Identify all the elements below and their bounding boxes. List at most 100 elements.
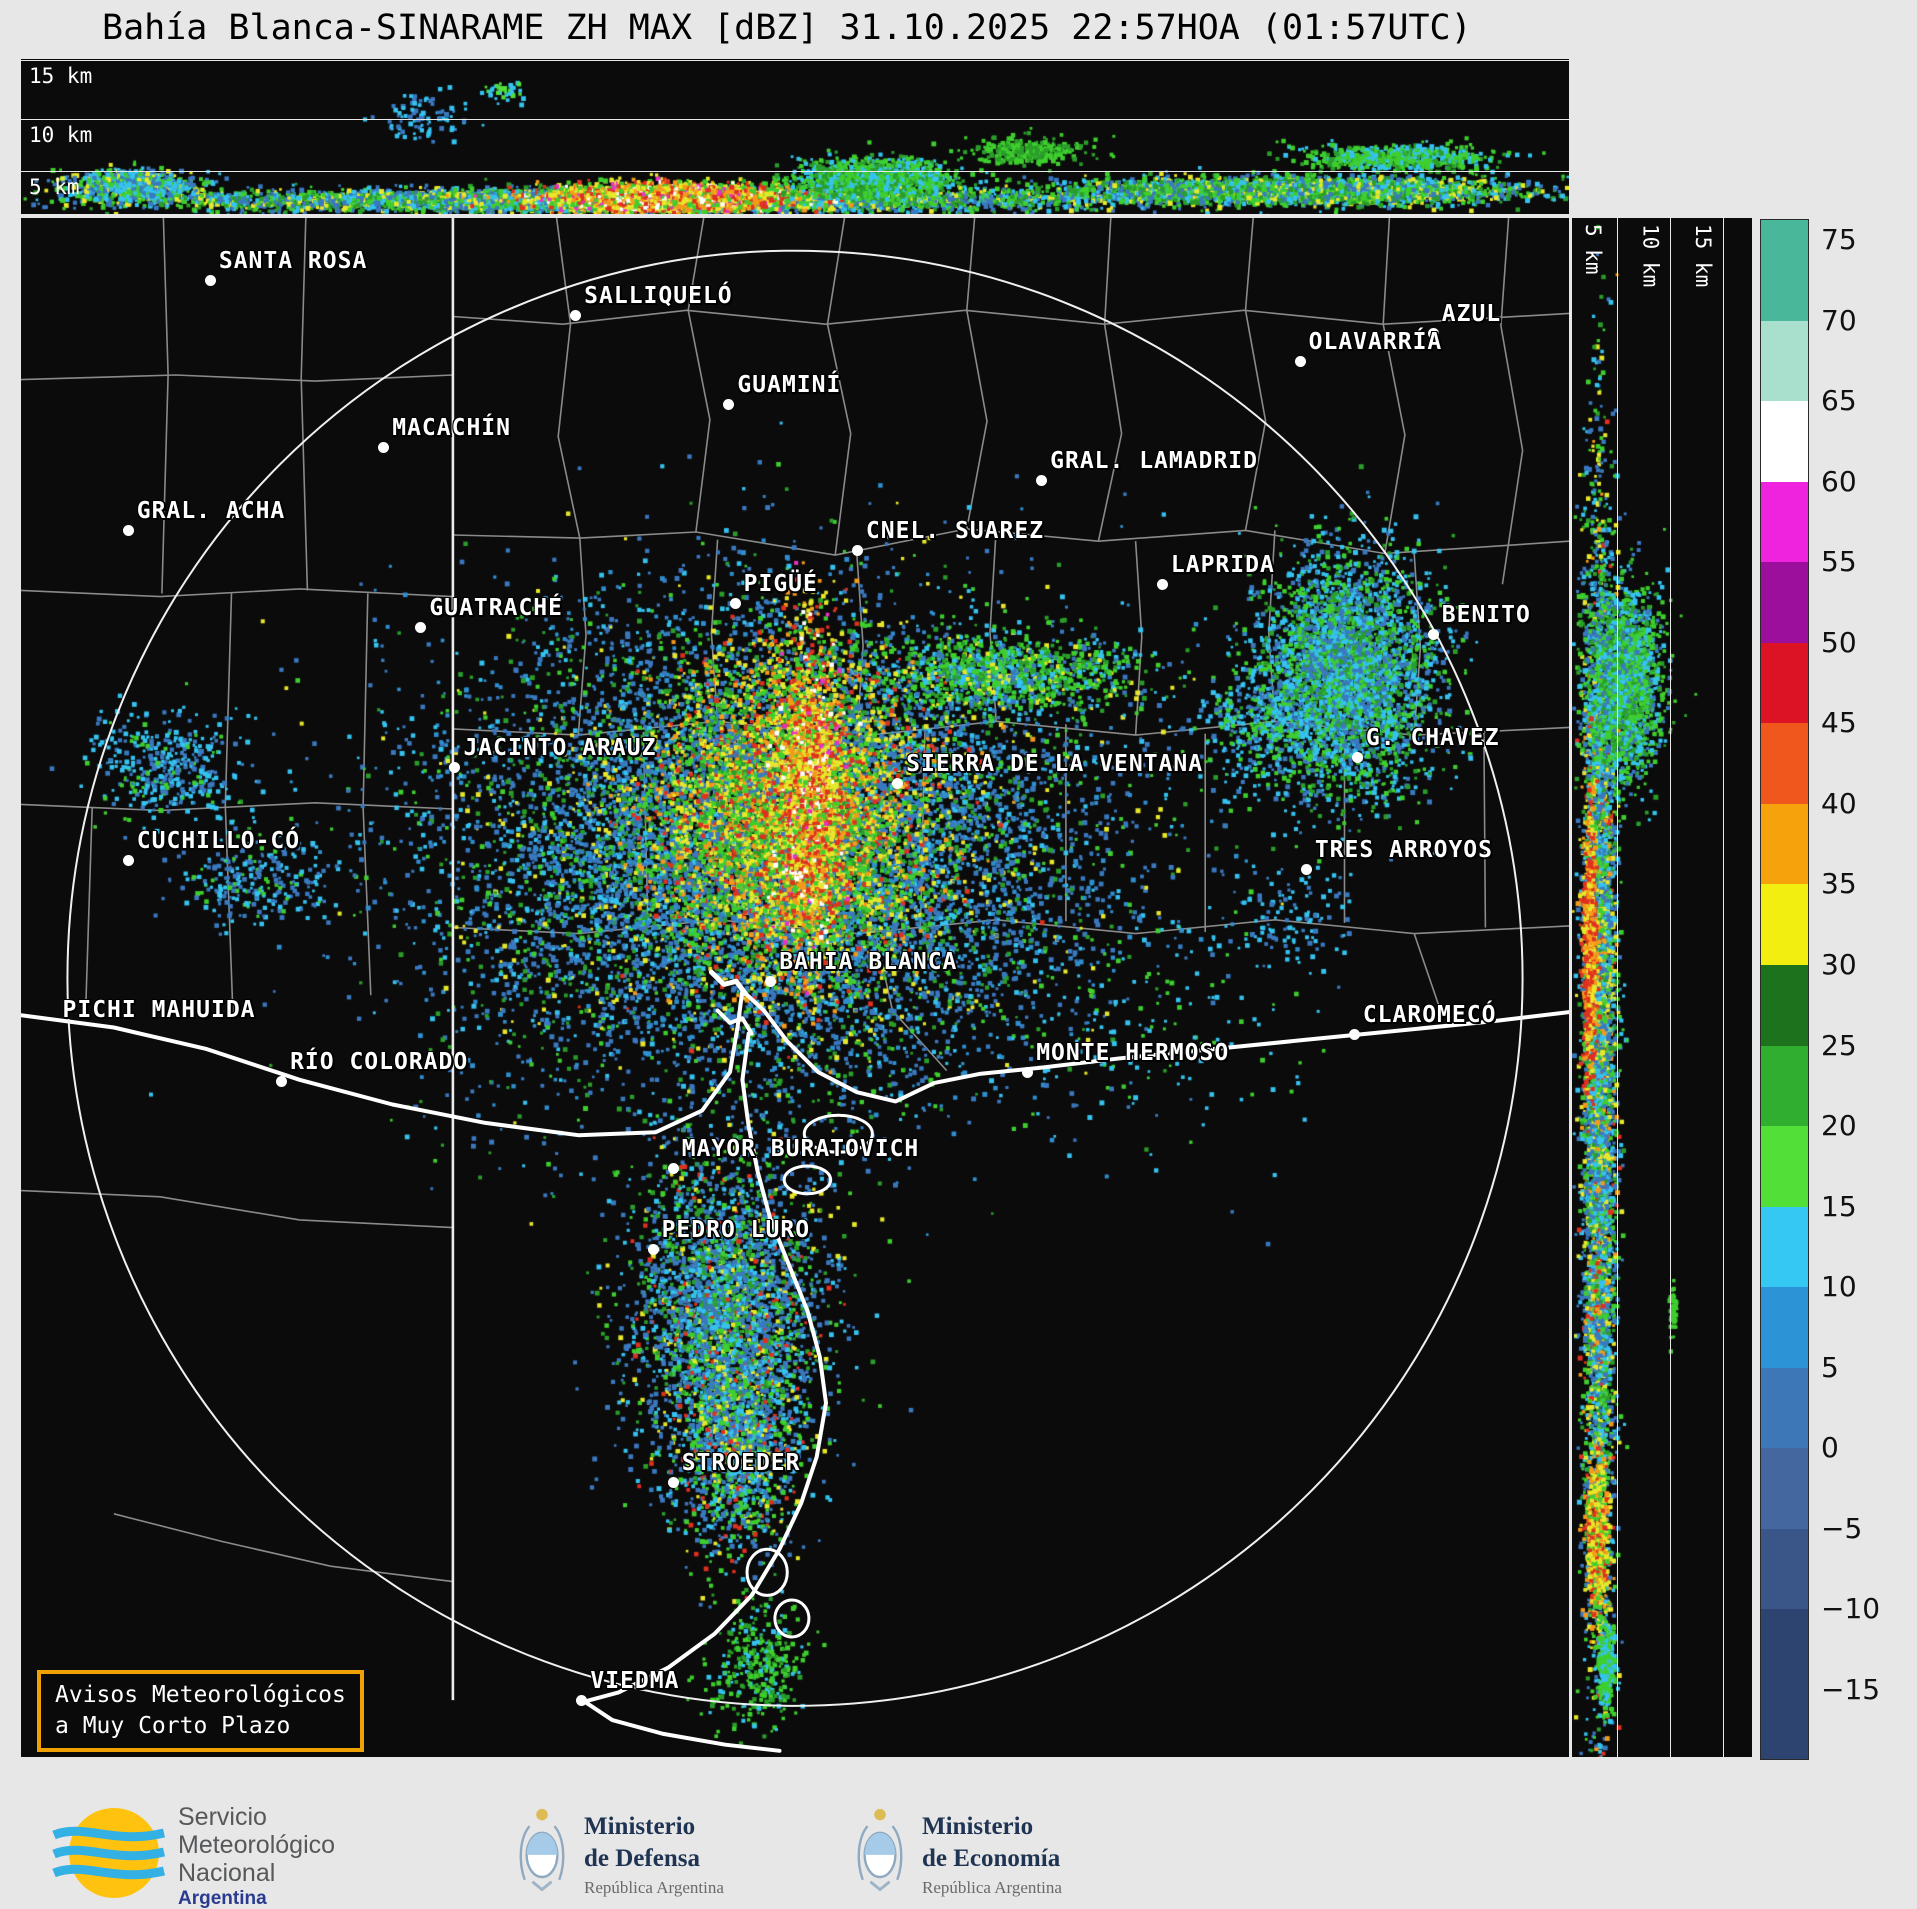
- colorbar-tick-label: 15: [1821, 1189, 1857, 1223]
- altitude-gridline: [1670, 218, 1672, 1757]
- city-dot: [667, 1162, 679, 1174]
- colorbar-tick-label: −5: [1821, 1511, 1863, 1545]
- coastline: [582, 1031, 828, 1753]
- city-dot: [723, 399, 735, 411]
- city-label: BAHIA BLANCA: [779, 949, 958, 976]
- footer: Servicio Meteorológico Nacional Argentin…: [0, 1757, 1917, 1909]
- city-label: STROEDER: [681, 1449, 801, 1476]
- colorbar-tick-label: 10: [1821, 1270, 1857, 1304]
- colorbar-segment: [1761, 1690, 1808, 1759]
- colorbar-tick-label: 35: [1821, 867, 1857, 901]
- colorbar-tick-label: 55: [1821, 545, 1857, 579]
- city-dot: [1294, 356, 1306, 368]
- defensa-coat-of-arms-icon: [519, 1808, 565, 1892]
- city-label: AZUL: [1441, 301, 1502, 328]
- coastline: [708, 969, 748, 997]
- city-label: OLAVARRÍA: [1308, 329, 1443, 356]
- city-dot: [765, 976, 777, 988]
- colorbar-tick-label: −10: [1821, 1592, 1881, 1626]
- city-label: G. CHAVEZ: [1365, 724, 1500, 751]
- altitude-gridline: [1617, 218, 1618, 1757]
- warning-line2: a Muy Corto Plazo: [55, 1713, 291, 1739]
- colorbar-segment: [1761, 1206, 1808, 1288]
- colorbar-segment: [1761, 1528, 1808, 1611]
- altitude-label: 10 km: [29, 122, 93, 147]
- city-dot: [378, 442, 390, 454]
- city-label: PIGÜÉ: [743, 570, 818, 597]
- economia-line1: Ministerio: [922, 1813, 1034, 1840]
- smn-name-line2: Meteorológico: [178, 1831, 336, 1859]
- radar-echo-canvas-map: [21, 218, 1569, 1757]
- city-dot: [667, 1476, 679, 1488]
- warning-line1: Avisos Meteorológicos: [55, 1682, 346, 1708]
- island-outline: [745, 1547, 789, 1597]
- city-label: JACINTO ARAUZ: [463, 735, 657, 762]
- colorbar-segment: [1761, 481, 1808, 563]
- map-coast-layer: [21, 218, 1569, 1753]
- colorbar-tick-label: 50: [1821, 625, 1857, 659]
- city-dot: [1351, 751, 1363, 763]
- city-label: PICHI MAHUIDA: [62, 997, 256, 1024]
- colorbar-segment: [1761, 240, 1808, 322]
- defensa-line2: de Defensa: [584, 1845, 700, 1872]
- city-dot: [1427, 328, 1439, 340]
- page-title: Bahía Blanca-SINARAME ZH MAX [dBZ] 31.10…: [102, 8, 1472, 48]
- colorbar-segment: [1761, 965, 1808, 1047]
- colorbar-tick-label: 30: [1821, 948, 1857, 981]
- radar-echo-canvas-right: [1572, 218, 1752, 1757]
- colorbar: 75 70 65 60 55 50 45 40 35 30 25 20 15 10 5 0 −5 −10 −15: [1760, 219, 1917, 1761]
- city-label: VIEDMA: [590, 1668, 680, 1695]
- right-profile-panel: 5 km 10 km 15 km: [1572, 218, 1752, 1757]
- colorbar-tick-label: 25: [1821, 1028, 1857, 1062]
- island-outline: [782, 1164, 833, 1196]
- city-label: SIERRA DE LA VENTANA: [906, 750, 1204, 777]
- city-dot: [570, 309, 582, 321]
- colorbar-tick-label: 65: [1821, 384, 1857, 418]
- altitude-label: 10 km: [1638, 224, 1663, 288]
- altitude-gridline: [21, 171, 1569, 173]
- city-label: MACACHÍN: [392, 415, 511, 442]
- colorbar-tick-label: 45: [1821, 706, 1857, 740]
- city-label: RÍO COLORADO: [290, 1049, 469, 1076]
- coastline: [715, 1008, 754, 1036]
- colorbar-tick-label: 40: [1821, 786, 1857, 820]
- smn-name-line1: Servicio: [178, 1803, 267, 1831]
- city-dot: [851, 545, 863, 557]
- colorbar-tick-label: −15: [1821, 1673, 1881, 1706]
- city-label: SALLIQUELÓ: [584, 282, 733, 309]
- city-dot: [729, 597, 741, 609]
- smn-logo: [52, 1808, 166, 1898]
- city-dot: [415, 622, 427, 634]
- city-label: CUCHILLO-CÓ: [136, 827, 301, 854]
- economia-line3: República Argentina: [922, 1878, 1062, 1897]
- city-label: CLAROMECÓ: [1362, 1001, 1497, 1028]
- colorbar-segment: [1761, 723, 1808, 805]
- economia-line2: de Economía: [922, 1845, 1061, 1872]
- city-dot: [122, 854, 134, 866]
- defensa-line1: Ministerio: [584, 1813, 696, 1840]
- map-panel: SANTA ROSA SALLIQUELÓ GUAMINÍ AZUL OLAVARRÍA…: [21, 218, 1569, 1757]
- colorbar-tick-label: 20: [1821, 1109, 1857, 1143]
- city-label: TRES ARROYOS: [1314, 836, 1493, 863]
- altitude-label: 15 km: [29, 63, 93, 88]
- city-dot: [1300, 863, 1312, 875]
- economia-coat-of-arms-icon: [857, 1808, 903, 1892]
- colorbar-tick-label: 0: [1821, 1431, 1839, 1465]
- island-outline: [773, 1598, 811, 1639]
- colorbar-segment: [1761, 220, 1808, 241]
- city-dot: [892, 777, 904, 789]
- colorbar-segment: [1761, 1287, 1808, 1369]
- city-label: PEDRO LURO: [661, 1217, 811, 1244]
- city-label: GRAL. LAMADRID: [1050, 447, 1258, 474]
- range-ring: [66, 249, 1524, 1707]
- altitude-label: 5 km: [1581, 224, 1605, 275]
- top-profile-panel: 15 km 10 km 5 km: [21, 59, 1569, 214]
- city-label: SANTA ROSA: [218, 247, 368, 274]
- city-dot: [576, 1695, 588, 1707]
- city-label: GUAMINÍ: [737, 372, 842, 399]
- city-dot: [122, 525, 134, 537]
- colorbar-segment: [1761, 401, 1808, 483]
- colorbar-segment: [1761, 1045, 1808, 1127]
- colorbar-segment: [1761, 1126, 1808, 1208]
